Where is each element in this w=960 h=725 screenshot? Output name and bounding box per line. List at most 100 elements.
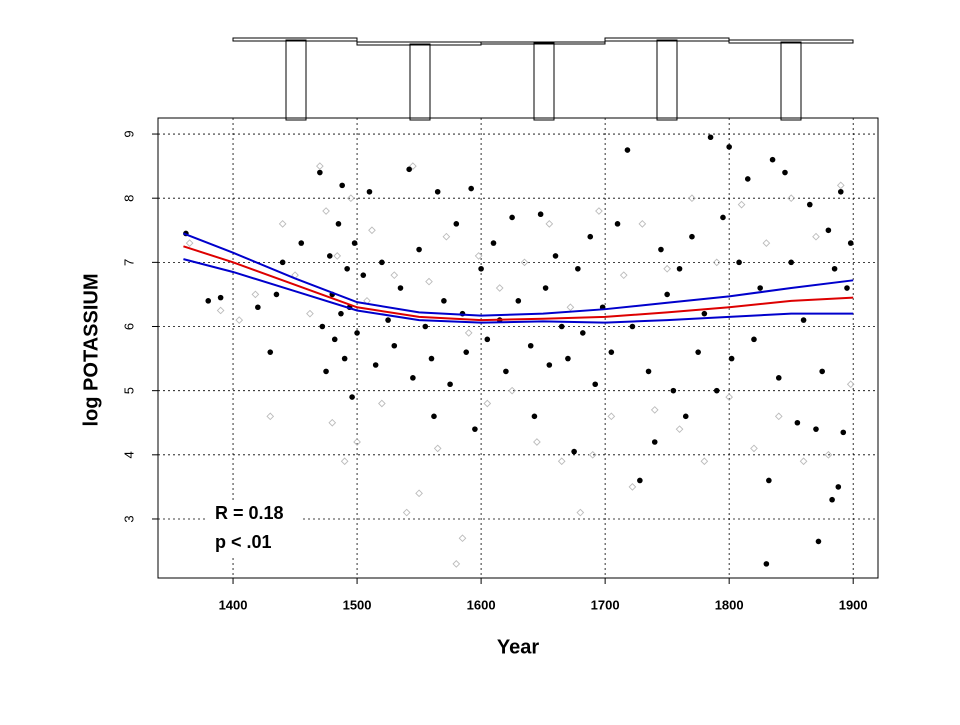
data-point bbox=[700, 457, 709, 466]
data-point bbox=[326, 253, 333, 259]
data-point bbox=[339, 182, 345, 189]
data-point bbox=[216, 306, 225, 315]
data-point bbox=[335, 221, 342, 227]
data-point bbox=[829, 496, 835, 503]
y-tick-label: 3 bbox=[121, 515, 136, 522]
data-point bbox=[645, 368, 652, 375]
data-point bbox=[725, 393, 733, 401]
data-point bbox=[608, 349, 615, 355]
data-point bbox=[707, 134, 714, 141]
data-point bbox=[347, 194, 355, 203]
data-point bbox=[637, 477, 643, 484]
data-point bbox=[520, 258, 529, 267]
data-point bbox=[351, 240, 358, 246]
data-point bbox=[366, 188, 373, 195]
data-point bbox=[406, 166, 412, 173]
data-point bbox=[340, 457, 349, 466]
data-point bbox=[433, 444, 442, 453]
data-point bbox=[794, 419, 801, 426]
y-tick-label: 8 bbox=[121, 195, 136, 202]
data-point bbox=[410, 375, 416, 381]
data-point bbox=[840, 429, 847, 436]
x-tick-label: 1900 bbox=[839, 597, 868, 612]
data-point bbox=[566, 303, 575, 312]
data-point bbox=[757, 285, 763, 291]
data-point bbox=[447, 381, 453, 388]
data-point bbox=[670, 387, 677, 394]
data-point bbox=[344, 265, 350, 272]
data-point bbox=[628, 483, 637, 491]
data-point bbox=[266, 412, 275, 421]
data-point bbox=[800, 317, 807, 323]
data-point bbox=[328, 418, 337, 427]
data-point bbox=[267, 349, 274, 355]
data-point bbox=[557, 457, 566, 466]
data-point bbox=[316, 162, 324, 170]
data-point bbox=[835, 484, 842, 490]
data-point bbox=[474, 252, 483, 260]
data-point bbox=[607, 412, 616, 421]
data-point bbox=[580, 330, 586, 336]
data-point bbox=[402, 508, 411, 517]
data-point bbox=[353, 438, 361, 446]
y-axis-label: log POTASSIUM bbox=[80, 274, 102, 427]
data-point bbox=[682, 413, 689, 420]
data-point bbox=[255, 304, 261, 311]
data-point bbox=[483, 399, 492, 408]
data-point bbox=[763, 561, 770, 567]
data-point bbox=[664, 291, 670, 298]
y-tick-label: 7 bbox=[121, 259, 136, 266]
data-point bbox=[675, 425, 684, 433]
data-point bbox=[416, 246, 422, 253]
y-tick-label: 5 bbox=[121, 387, 136, 394]
data-point bbox=[331, 336, 338, 343]
data-point bbox=[317, 169, 323, 176]
annotation: R = 0.18 bbox=[215, 503, 284, 523]
fit-line bbox=[183, 245, 854, 322]
data-point bbox=[338, 310, 344, 317]
data-point bbox=[658, 246, 664, 253]
data-point bbox=[701, 310, 708, 317]
data-point bbox=[354, 330, 360, 336]
data-point bbox=[422, 323, 429, 330]
data-point bbox=[205, 298, 212, 304]
data-point bbox=[468, 185, 474, 192]
data-point bbox=[782, 169, 788, 176]
data-point bbox=[434, 188, 441, 195]
data-point bbox=[349, 394, 355, 400]
data-point bbox=[472, 426, 478, 432]
data-point bbox=[846, 380, 855, 389]
data-point bbox=[806, 201, 813, 208]
data-point bbox=[545, 220, 554, 228]
data-point bbox=[537, 211, 544, 218]
data-point bbox=[431, 413, 437, 420]
plot-frame bbox=[157, 117, 879, 579]
data-point bbox=[378, 399, 386, 408]
data-point bbox=[558, 323, 565, 330]
data-point bbox=[458, 534, 467, 543]
data-point bbox=[478, 265, 484, 272]
data-point bbox=[571, 448, 577, 455]
data-point bbox=[750, 444, 758, 453]
conditioning-panel bbox=[232, 37, 854, 121]
data-point bbox=[333, 252, 342, 260]
x-tick-label: 1400 bbox=[219, 597, 248, 612]
data-point bbox=[638, 220, 647, 228]
x-tick-label: 1700 bbox=[591, 597, 620, 612]
data-point bbox=[825, 227, 832, 234]
annotation-box bbox=[205, 500, 300, 558]
annotation: p < .01 bbox=[215, 532, 272, 552]
data-point bbox=[720, 214, 726, 221]
data-point bbox=[775, 375, 782, 381]
plot-area: 1400 1500 1600 1700 1800 1900 3 4 5 6 7 8 9 bbox=[121, 118, 878, 612]
data-point bbox=[614, 221, 621, 227]
y-tick-label: 6 bbox=[121, 323, 136, 330]
y-tick-label: 4 bbox=[121, 451, 136, 458]
data-point bbox=[508, 386, 516, 395]
data-point bbox=[185, 239, 194, 247]
data-point bbox=[341, 355, 348, 362]
data-point bbox=[546, 362, 553, 368]
data-point bbox=[844, 285, 850, 291]
fit-line bbox=[183, 232, 854, 317]
